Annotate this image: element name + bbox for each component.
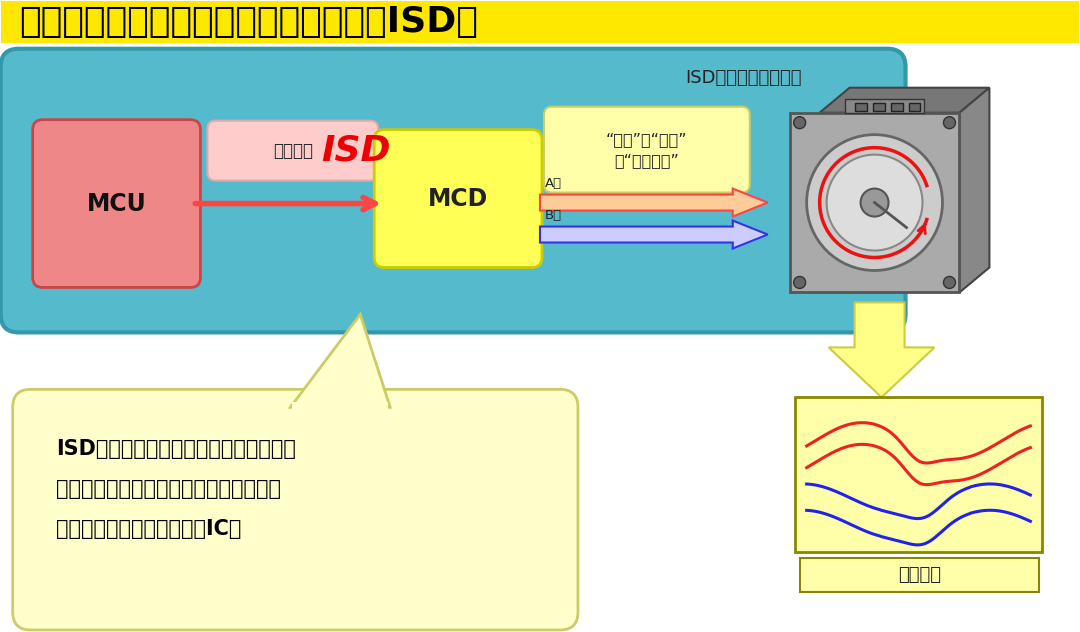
Text: 过规定値，将强制关闭输出。该功能的用: 过规定値，将强制关闭输出。该功能的用 — [56, 479, 281, 499]
FancyArrow shape — [540, 188, 768, 217]
Text: 途在于当发生短路时暂时停IC。: 途在于当发生短路时暂时停IC。 — [56, 519, 241, 539]
FancyArrow shape — [540, 221, 768, 248]
Bar — [873, 102, 885, 111]
Circle shape — [944, 276, 956, 288]
Circle shape — [794, 117, 806, 129]
FancyBboxPatch shape — [544, 107, 750, 193]
Bar — [799, 558, 1039, 592]
Text: ISD电路：过电流关断: ISD电路：过电流关断 — [685, 69, 801, 87]
Bar — [845, 99, 924, 112]
Text: A相: A相 — [545, 176, 562, 190]
Text: ISD将监控输出单元的电流。如果电流超: ISD将监控输出单元的电流。如果电流超 — [56, 439, 296, 459]
Text: 用于安全驱动电机的过电流检测功能（ISD）: 用于安全驱动电机的过电流检测功能（ISD） — [18, 5, 477, 39]
Circle shape — [826, 155, 922, 250]
Polygon shape — [820, 88, 989, 112]
Bar — [854, 102, 866, 111]
Text: MCD: MCD — [428, 186, 488, 210]
Bar — [891, 102, 903, 111]
Circle shape — [794, 276, 806, 288]
Circle shape — [807, 135, 943, 270]
Polygon shape — [959, 88, 989, 293]
Text: 操作信号: 操作信号 — [273, 142, 313, 160]
Bar — [789, 112, 959, 293]
Text: “方向”、“大小”
和“电流合成”: “方向”、“大小” 和“电流合成” — [606, 131, 688, 167]
FancyBboxPatch shape — [32, 119, 201, 288]
Polygon shape — [291, 314, 390, 407]
Bar — [795, 398, 1042, 552]
Text: ISD: ISD — [322, 133, 391, 167]
Circle shape — [944, 117, 956, 129]
Text: 电机电流: 电机电流 — [897, 566, 941, 584]
Bar — [908, 102, 920, 111]
Bar — [293, 403, 388, 410]
Polygon shape — [828, 303, 934, 398]
FancyBboxPatch shape — [1, 49, 905, 332]
FancyBboxPatch shape — [13, 389, 578, 630]
FancyBboxPatch shape — [374, 130, 542, 267]
Text: MCU: MCU — [86, 191, 147, 216]
Circle shape — [861, 188, 889, 217]
FancyBboxPatch shape — [207, 121, 378, 181]
Bar — [1, 1, 1079, 43]
Text: B相: B相 — [545, 209, 562, 222]
